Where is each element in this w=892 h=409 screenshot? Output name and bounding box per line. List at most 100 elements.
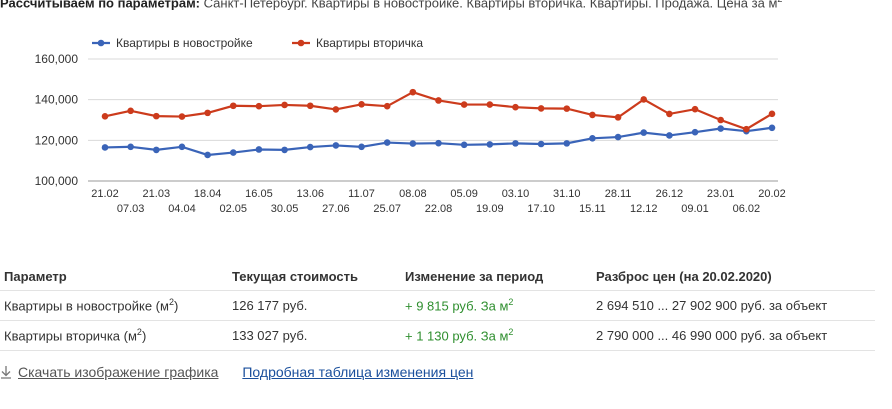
col-header-parameter: Параметр [4, 268, 67, 284]
data-point [460, 141, 468, 149]
x-tick-label: 05.09 [450, 188, 478, 200]
x-tick-label: 13.06 [296, 188, 324, 200]
data-point [383, 102, 391, 110]
footer-links: Скачать изображение графика Подробная та… [0, 364, 473, 380]
data-point [486, 101, 494, 108]
data-point [178, 113, 186, 120]
row-param: Квартиры вторичка (м2) [0, 320, 228, 351]
row-change: + 9 815 руб. За м2 [401, 290, 592, 321]
data-point [589, 111, 596, 119]
legend-label: Квартиры в новостройке [116, 36, 253, 50]
y-tick-label: 120,000 [35, 133, 79, 147]
data-point [435, 139, 442, 147]
table-row: Квартиры в новостройке (м2) 126 177 руб.… [0, 290, 875, 321]
data-point [358, 101, 365, 108]
price-summary-table: Параметр Текущая стоимость Изменение за … [0, 262, 875, 351]
data-point [666, 110, 673, 118]
col-header-current-price: Текущая стоимость [232, 268, 358, 284]
data-point [306, 143, 314, 151]
download-icon[interactable] [0, 365, 12, 379]
data-point [589, 135, 596, 142]
data-point [537, 140, 545, 148]
data-point [537, 105, 545, 112]
data-point [332, 142, 340, 149]
data-point [717, 116, 724, 124]
data-point [101, 144, 109, 151]
row-range: 2 790 000 ... 46 990 000 руб. за объект [592, 320, 875, 351]
data-point [563, 105, 571, 112]
data-point [460, 101, 468, 108]
x-tick-label: 22.08 [425, 203, 453, 215]
table-header-row: Параметр Текущая стоимость Изменение за … [0, 262, 875, 291]
chart-series [101, 88, 776, 159]
data-point [153, 112, 160, 120]
data-point [229, 149, 237, 156]
y-tick-label: 140,000 [35, 93, 79, 107]
y-axis: 100,000 120,000 140,000 160,000 [35, 52, 79, 188]
x-tick-label: 09.01 [681, 203, 709, 215]
data-point [153, 146, 160, 154]
download-chart-link[interactable]: Скачать изображение графика [18, 364, 219, 380]
legend-item: Квартиры в новостройке [92, 36, 253, 50]
data-point [358, 143, 365, 151]
data-point [281, 146, 288, 154]
legend-label: Квартиры вторичка [316, 36, 423, 50]
price-line-chart: Квартиры в новостройке Квартиры вторичка … [35, 36, 786, 215]
x-tick-label: 27.06 [322, 203, 350, 215]
col-header-change: Изменение за период [405, 268, 544, 284]
data-point [717, 125, 724, 132]
parameters-value: Санкт-Петербург. Квартиры в новостройке.… [200, 0, 778, 11]
data-point [229, 102, 237, 110]
row-range: 2 694 510 ... 27 902 900 руб. за объект [592, 290, 875, 321]
data-point [281, 101, 288, 109]
row-change: + 1 130 руб. За м2 [401, 320, 592, 351]
x-tick-label: 02.05 [220, 203, 248, 215]
data-point [640, 96, 648, 103]
x-tick-label: 17.10 [527, 203, 555, 215]
x-tick-label: 16.05 [245, 188, 273, 200]
data-point [178, 143, 186, 151]
parameters-line: Рассчитываем по параметрам: Санкт-Петерб… [0, 0, 782, 10]
data-point [666, 132, 673, 139]
data-point [486, 141, 494, 148]
table-row: Квартиры вторичка (м2) 133 027 руб. + 1 … [0, 320, 875, 351]
data-point [614, 133, 622, 141]
detailed-table-link[interactable]: Подробная таблица изменения цен [242, 364, 474, 380]
x-tick-label: 18.04 [194, 188, 222, 200]
x-tick-label: 19.09 [476, 203, 504, 215]
chart-legend: Квартиры в новостройке Квартиры вторичка [92, 36, 423, 50]
data-point [512, 140, 519, 147]
data-point [306, 102, 314, 110]
col-header-price-range: Разброс цен (на 20.02.2020) [596, 268, 772, 284]
x-tick-label: 21.02 [91, 188, 119, 200]
data-point [409, 140, 417, 147]
x-tick-label: 30.05 [271, 203, 299, 215]
x-tick-label: 06.02 [733, 203, 761, 215]
parameters-label: Рассчитываем по параметрам: [0, 0, 201, 11]
x-tick-label: 25.07 [373, 203, 401, 215]
legend-marker [297, 39, 305, 47]
data-point [614, 114, 622, 121]
x-tick-label: 08.08 [399, 188, 427, 200]
x-tick-label: 20.02 [758, 188, 786, 200]
data-point [204, 109, 211, 117]
row-price: 133 027 руб. [228, 320, 401, 351]
y-tick-label: 160,000 [35, 52, 79, 66]
x-axis: 21.02 07.03 21.03 04.04 18.04 02.05 16.05 30.05… [91, 188, 786, 215]
data-point [768, 124, 776, 132]
legend-item: Квартиры вторичка [292, 36, 423, 50]
row-price: 126 177 руб. [228, 290, 401, 321]
x-tick-label: 31.10 [553, 188, 581, 200]
data-point [204, 151, 211, 159]
data-point [127, 107, 134, 115]
data-point [101, 113, 109, 120]
row-param: Квартиры в новостройке (м2) [0, 290, 228, 321]
y-tick-label: 100,000 [35, 174, 79, 188]
x-tick-label: 12.12 [630, 203, 658, 215]
data-point [512, 103, 519, 111]
data-point [563, 140, 571, 147]
data-point [255, 102, 263, 110]
x-tick-label: 07.03 [117, 203, 145, 215]
data-point [127, 143, 134, 151]
x-tick-label: 21.03 [143, 188, 171, 200]
